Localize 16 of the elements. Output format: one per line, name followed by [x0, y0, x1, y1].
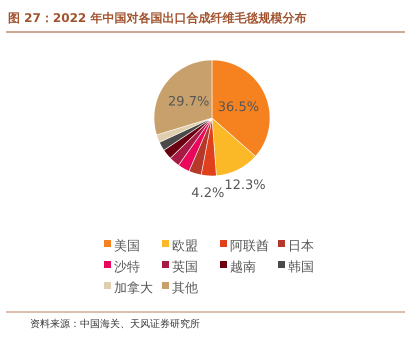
text: 资料来源：中国海关、天风证券研究所 — [30, 318, 200, 330]
data-label: 36.5% — [218, 100, 260, 116]
data-label: 12.3% — [224, 178, 266, 194]
data-label: 4.2% — [191, 186, 224, 201]
legend-label: 英国 — [172, 260, 198, 275]
legend-label: 沙特 — [114, 260, 140, 275]
legend-label: 韩国 — [288, 260, 314, 275]
legend-label: 越南 — [230, 260, 256, 275]
legend-label: 日本 — [288, 239, 314, 254]
legend-label: 其他 — [172, 281, 198, 296]
legend-label: 加拿大 — [114, 281, 153, 296]
data-label: 29.7% — [168, 94, 210, 110]
legend-label: 美国 — [114, 238, 140, 254]
chart-title: 图 27：2022 年中国对各国出口合成纤维毛毯规模分布 — [8, 11, 306, 25]
legend-label: 阿联酋 — [230, 239, 269, 254]
legend-label: 欧盟 — [172, 239, 198, 254]
